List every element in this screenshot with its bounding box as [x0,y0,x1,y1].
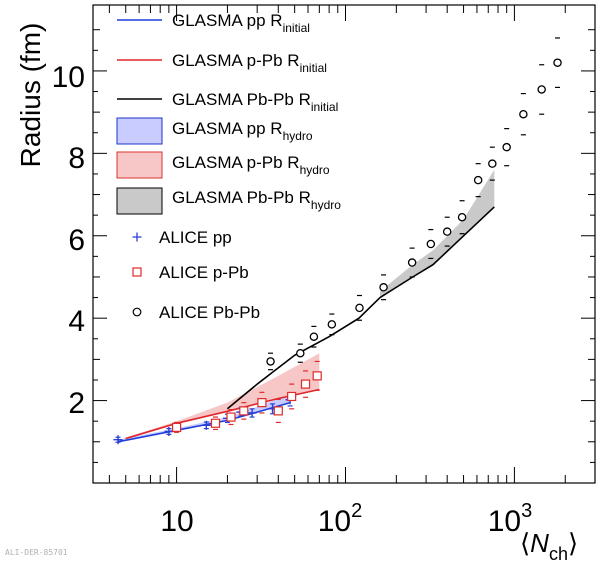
marker-square [312,371,322,381]
x-tick-label-1000: 103 [488,500,533,538]
point-0-1 [164,426,174,436]
legend-label-pp-initial: GLASMA pp Rinitial [172,11,310,35]
point-2-15 [553,37,562,89]
marker-circle [327,320,337,329]
marker-circle [553,58,562,67]
point-1-2 [226,409,236,426]
point-1-7 [300,370,311,398]
point-2-7 [426,228,436,260]
marker-square [287,391,297,402]
point-2-3 [327,313,337,336]
x-tick-label-100: 102 [318,500,363,538]
marker-circle [426,239,436,249]
point-2-11 [488,146,497,181]
marker-square [239,406,249,416]
marker-square [257,398,267,408]
point-1-8 [312,360,322,391]
marker-circle [502,142,511,152]
marker-cross [247,408,257,418]
point-1-0 [171,421,182,433]
point-2-13 [519,92,528,136]
point-1-5 [273,398,283,424]
point-2-4 [355,294,364,321]
point-2-9 [457,200,467,235]
y-tick-label-8: 8 [68,142,85,175]
marker-square [210,418,221,428]
marker-circle [488,159,497,168]
point-2-5 [379,274,388,301]
point-2-8 [442,216,452,247]
legend-label-pbpb-initial: GLASMA Pb-Pb Rinitial [172,90,338,114]
point-2-14 [537,64,546,115]
band-1 [125,353,320,439]
watermark: ALI-DER-85701 [5,548,68,557]
legend-label-pp-hydro: GLASMA pp Rhydro [172,119,313,143]
legend-marker-alice-pp [132,232,142,242]
point-0-2 [201,420,211,430]
marker-circle [266,357,275,366]
band-0 [118,394,291,442]
legend: GLASMA pp Rinitial GLASMA p-Pb Rinitial … [116,11,341,322]
point-1-6 [287,383,297,410]
legend-label-alice-pp: ALICE pp [159,228,232,247]
marker-cross [113,435,123,445]
band-2 [380,169,495,298]
marker-square [171,422,182,432]
legend-label-pbpb-hydro: GLASMA Pb-Pb Rhydro [172,188,341,212]
marker-circle [537,85,546,94]
marker-cross [201,420,211,430]
legend-swatch-pp-hydro [116,117,163,145]
marker-circle [355,303,364,313]
marker-circle [379,283,388,292]
point-1-3 [239,402,249,420]
legend-label-ppb-initial: GLASMA p-Pb Rinitial [172,51,327,75]
y-tick-label-4: 4 [68,305,85,338]
y-tick-label-2: 2 [68,387,85,420]
marker-circle [457,212,467,222]
marker-square [300,379,311,389]
y-tick-label-10: 10 [52,61,85,94]
point-2-12 [502,128,511,167]
x-tick-labels: 10 102 103 [160,500,532,538]
point-2-6 [407,247,417,278]
hydro-bands [118,169,495,442]
point-1-4 [257,391,267,414]
point-0-0 [113,435,123,445]
point-2-1 [296,343,305,363]
marker-square [273,406,283,416]
alice-points [113,37,562,445]
legend-swatch-pbpb-hydro [116,187,163,215]
axis-ticks [93,5,596,484]
legend-label-alice-ppb: ALICE p-Pb [159,263,249,282]
line-2 [226,206,495,410]
x-axis-title: ⟨Nch⟩ [520,528,578,563]
marker-cross [164,426,174,436]
point-0-5 [247,408,257,418]
legend-marker-alice-pbpb [132,307,142,317]
marker-circle [296,348,305,358]
legend-marker-alice-ppb [132,267,142,277]
marker-circle [473,175,483,185]
point-2-2 [309,325,319,348]
marker-circle [309,332,319,341]
x-tick-label-10: 10 [160,505,193,538]
legend-label-alice-pbpb: ALICE Pb-Pb [159,303,260,322]
point-2-0 [266,352,275,371]
plot-frame [92,4,596,484]
y-axis-title: Radius (fm) [15,23,46,168]
legend-swatch-ppb-hydro [116,151,163,179]
point-1-1 [210,416,221,431]
marker-circle [519,109,528,119]
point-2-10 [473,163,483,198]
y-tick-labels: 2 4 6 8 10 [52,61,85,420]
marker-square [226,412,236,422]
marker-circle [442,227,452,236]
y-tick-label-6: 6 [68,224,85,257]
marker-circle [407,258,417,267]
legend-label-ppb-hydro: GLASMA p-Pb Rhydro [172,153,330,177]
